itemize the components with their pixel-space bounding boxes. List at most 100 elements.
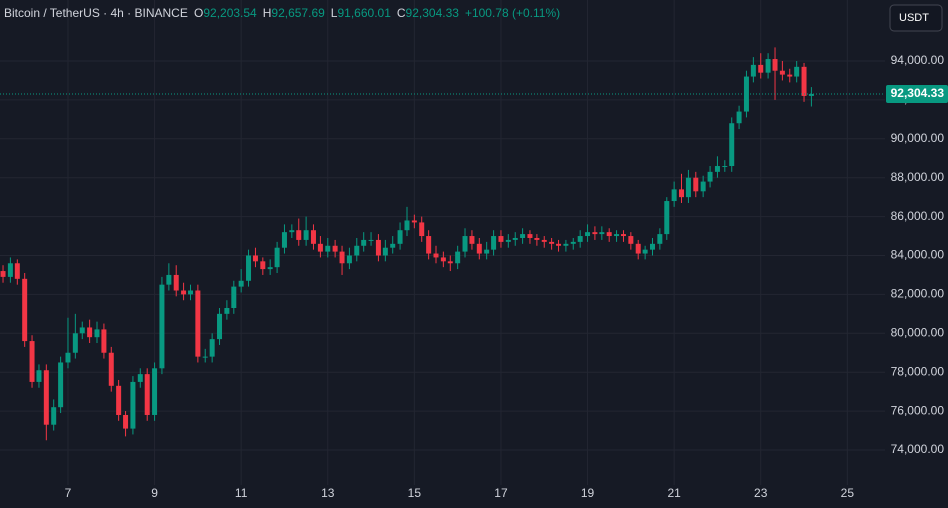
candle-body: [419, 222, 425, 237]
candle-body: [592, 232, 598, 235]
candle-body: [664, 201, 670, 235]
ohlc-key: H: [263, 6, 272, 20]
candle-body: [556, 243, 562, 246]
currency-button[interactable]: [889, 4, 943, 32]
candle-body: [563, 243, 569, 246]
y-tick-label: 74,000.00: [891, 442, 945, 456]
candle-body: [512, 237, 518, 240]
x-tick-label: 11: [235, 486, 248, 500]
candle-body: [685, 177, 691, 198]
candle-body: [181, 290, 187, 295]
y-tick-label: 90,000.00: [891, 131, 945, 145]
candle-body: [14, 263, 20, 279]
candle-body: [260, 261, 266, 270]
candle-body: [541, 239, 547, 242]
candle-body: [585, 232, 591, 237]
candle-body: [772, 59, 778, 71]
candle-body: [159, 284, 165, 369]
candle-body: [765, 59, 771, 73]
candle-body: [79, 327, 85, 334]
candle-body: [152, 368, 158, 415]
candle-body: [390, 243, 396, 248]
x-tick-label: 15: [408, 486, 422, 500]
candle-body: [614, 234, 620, 237]
candle-body: [447, 261, 453, 264]
candle-body: [534, 237, 540, 240]
candle-body: [455, 251, 461, 264]
candle-body: [433, 253, 439, 258]
y-tick-label: 78,000.00: [891, 364, 945, 378]
candle-body: [750, 64, 756, 77]
x-tick-label: 17: [494, 486, 508, 500]
candle-body: [274, 247, 280, 268]
candle-body: [94, 329, 100, 338]
change: +100.78 (+0.11%): [465, 6, 560, 20]
candle-body: [361, 239, 367, 246]
candle-body: [707, 171, 713, 182]
candle-body: [693, 177, 699, 192]
candle-body: [246, 255, 252, 281]
y-tick-label: 84,000.00: [891, 248, 945, 262]
x-tick-label: 7: [65, 486, 72, 500]
candle-body: [462, 236, 468, 252]
candle-body: [116, 385, 122, 415]
candle-body: [570, 241, 576, 244]
candle-body: [108, 352, 114, 386]
candle-body: [505, 239, 511, 242]
ohlc-value: 91,660.01: [337, 6, 391, 20]
candle-body: [267, 267, 273, 270]
currency-label[interactable]: USDT: [899, 12, 929, 24]
candle-body: [325, 245, 331, 252]
candle-body: [51, 407, 57, 425]
ohlc-key: L: [331, 6, 338, 20]
candle-body: [296, 230, 302, 240]
candle-body: [722, 166, 728, 168]
y-tick-label: 76,000.00: [891, 403, 945, 417]
candle-body: [469, 236, 475, 244]
candle-body: [217, 313, 223, 340]
candle-body: [29, 341, 35, 382]
candle-body: [303, 230, 309, 240]
candle-body: [649, 243, 655, 250]
candle-body: [209, 339, 215, 357]
ohlc-value: 92,657.69: [271, 6, 325, 20]
x-tick-label: 19: [581, 486, 595, 500]
x-tick-label: 25: [841, 486, 855, 500]
y-tick-label: 86,000.00: [891, 209, 945, 223]
candle-body: [440, 257, 446, 262]
candle-body: [794, 66, 800, 77]
candle-body: [87, 327, 93, 338]
candle-body: [332, 245, 338, 252]
candle-body: [736, 111, 742, 124]
y-tick-label: 88,000.00: [891, 170, 945, 184]
candle-body: [801, 66, 807, 96]
candle-body: [491, 236, 497, 250]
candle-body: [404, 220, 410, 231]
candle-body: [375, 239, 381, 256]
symbol: Bitcoin / TetherUS · 4h · BINANCE: [4, 6, 188, 20]
x-tick-label: 13: [321, 486, 335, 500]
candle-body: [606, 232, 612, 237]
candle-body: [498, 236, 504, 242]
candle-body: [520, 234, 526, 238]
candle-body: [281, 232, 287, 248]
candle-body: [195, 290, 201, 357]
ohlc-key: C: [397, 6, 406, 20]
candle-body: [166, 274, 172, 285]
candle-body: [599, 232, 605, 235]
ohlc-value: 92,203.54: [203, 6, 257, 20]
candle-body: [368, 239, 374, 241]
candle-body: [137, 374, 143, 382]
candle-body: [238, 280, 244, 287]
candle-body: [700, 181, 706, 192]
ohlc-key: O: [194, 6, 203, 20]
candle-body: [527, 234, 533, 238]
candle-body: [123, 414, 129, 429]
y-tick-label: 80,000.00: [891, 325, 945, 339]
candle-body: [743, 76, 749, 112]
candle-body: [65, 352, 71, 363]
candle-body: [310, 230, 316, 244]
y-tick-label: 94,000.00: [891, 53, 945, 67]
x-tick-label: 21: [667, 486, 681, 500]
